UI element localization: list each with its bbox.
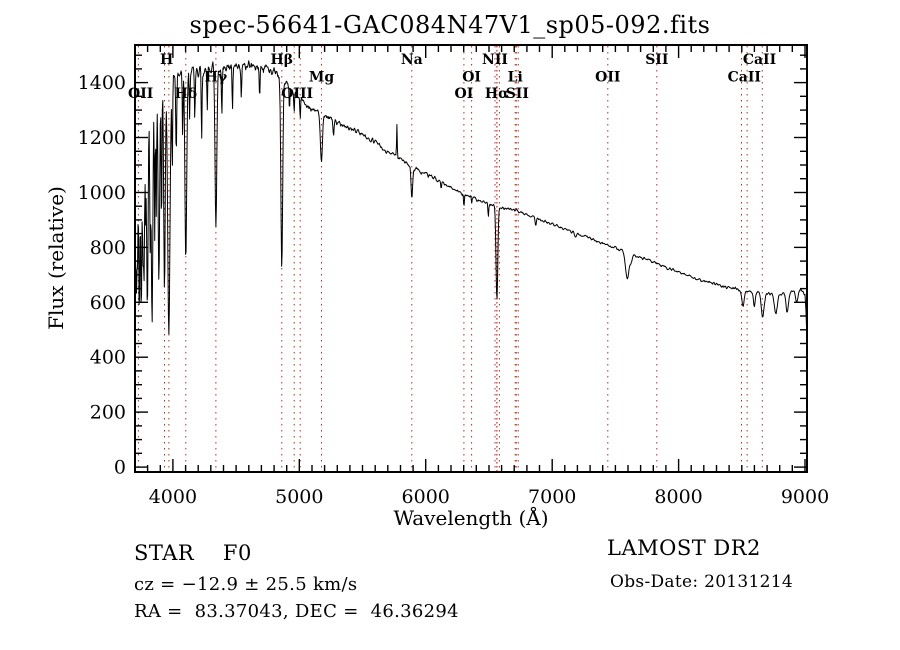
svg-text:200: 200 bbox=[90, 402, 126, 424]
obs-date-text: Obs-Date: 20131214 bbox=[610, 572, 794, 592]
svg-text:7000: 7000 bbox=[528, 486, 576, 508]
svg-text:1200: 1200 bbox=[78, 127, 126, 149]
svg-text:SII: SII bbox=[506, 86, 529, 102]
svg-text:9000: 9000 bbox=[781, 486, 829, 508]
svg-text:OI: OI bbox=[455, 86, 474, 102]
ra-dec-text: RA = 83.37043, DEC = 46.36294 bbox=[134, 601, 459, 622]
svg-text:5000: 5000 bbox=[275, 486, 323, 508]
svg-text:Hα: Hα bbox=[485, 86, 509, 102]
plot-frame bbox=[134, 44, 808, 473]
svg-text:Mg: Mg bbox=[309, 70, 334, 86]
line-markers bbox=[137, 46, 763, 471]
svg-text:8000: 8000 bbox=[654, 486, 702, 508]
svg-text:1000: 1000 bbox=[78, 182, 126, 204]
svg-text:1400: 1400 bbox=[78, 72, 126, 94]
svg-text:Li: Li bbox=[508, 70, 523, 86]
survey-release-text: LAMOST DR2 bbox=[607, 536, 761, 560]
tick-labels: 4000 5000 6000 7000 8000 9000 0 200 400 600 800 100… bbox=[78, 72, 830, 508]
object-class-text: STAR F0 bbox=[134, 541, 252, 565]
svg-text:H: H bbox=[160, 52, 173, 68]
axis-ticks bbox=[136, 46, 806, 471]
svg-text:600: 600 bbox=[90, 292, 126, 314]
svg-text:0: 0 bbox=[114, 457, 126, 479]
svg-text:CaII: CaII bbox=[743, 52, 776, 68]
svg-text:SII: SII bbox=[645, 52, 668, 68]
svg-text:Na: Na bbox=[401, 52, 423, 68]
svg-text:Hδ: Hδ bbox=[175, 86, 198, 102]
x-axis-label: Wavelength (Å) bbox=[393, 506, 549, 530]
svg-text:OI: OI bbox=[462, 70, 481, 86]
spectrum-curve bbox=[134, 60, 808, 341]
cz-velocity-text: cz = −12.9 ± 25.5 km/s bbox=[134, 574, 358, 595]
svg-text:800: 800 bbox=[90, 237, 126, 259]
svg-text:4000: 4000 bbox=[149, 486, 197, 508]
svg-text:NII: NII bbox=[482, 52, 508, 68]
svg-text:OII: OII bbox=[595, 70, 620, 86]
svg-text:6000: 6000 bbox=[402, 486, 450, 508]
svg-text:CaII: CaII bbox=[728, 70, 761, 86]
svg-text:OII: OII bbox=[128, 86, 153, 102]
plot-title: spec-56641-GAC084N47V1_sp05-092.fits bbox=[189, 11, 711, 39]
y-axis-label: Flux (relative) bbox=[44, 186, 68, 330]
svg-text:400: 400 bbox=[90, 347, 126, 369]
svg-text:Hβ: Hβ bbox=[271, 52, 294, 68]
